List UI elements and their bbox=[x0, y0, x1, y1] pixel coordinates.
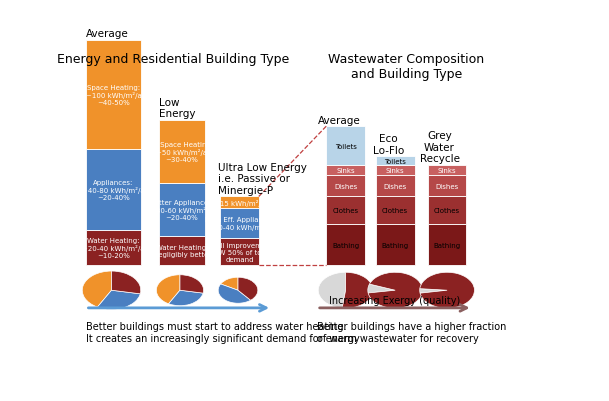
Text: Clothes: Clothes bbox=[434, 208, 460, 213]
Wedge shape bbox=[319, 273, 346, 308]
Bar bbox=[85, 150, 141, 230]
Bar bbox=[376, 197, 415, 224]
Text: Average: Average bbox=[85, 29, 128, 39]
Text: Small improvement
NOW 50% of total
demand: Small improvement NOW 50% of total deman… bbox=[205, 242, 273, 262]
Bar bbox=[428, 175, 466, 197]
Text: Dishes: Dishes bbox=[384, 183, 407, 189]
Text: Average: Average bbox=[318, 115, 361, 125]
Text: Toilets: Toilets bbox=[335, 143, 356, 149]
Text: Clothes: Clothes bbox=[333, 208, 359, 213]
Wedge shape bbox=[157, 275, 180, 304]
Wedge shape bbox=[368, 273, 423, 308]
Text: ½ Space Heating:
~50 kWh/m²/a
~30-40%: ½ Space Heating: ~50 kWh/m²/a ~30-40% bbox=[150, 142, 213, 163]
Text: Energy and Residential Building Type: Energy and Residential Building Type bbox=[57, 53, 289, 66]
Text: Eco
Lo-Flo: Eco Lo-Flo bbox=[373, 134, 404, 155]
Wedge shape bbox=[111, 271, 141, 294]
Wedge shape bbox=[218, 284, 251, 304]
Text: Better buildings must start to address water heating.
It creates an increasingly: Better buildings must start to address w… bbox=[85, 321, 359, 343]
Text: Wastewater Composition
and Building Type: Wastewater Composition and Building Type bbox=[328, 53, 485, 81]
Wedge shape bbox=[368, 284, 395, 293]
Text: Dishes: Dishes bbox=[435, 183, 459, 189]
Bar bbox=[85, 41, 141, 150]
Bar bbox=[376, 224, 415, 266]
Text: Sinks: Sinks bbox=[438, 167, 456, 173]
Wedge shape bbox=[220, 277, 238, 290]
Text: Better Appliances:
~30-60 kWh/m²/a
~20-40%: Better Appliances: ~30-60 kWh/m²/a ~20-4… bbox=[150, 200, 214, 221]
Wedge shape bbox=[238, 277, 258, 300]
Bar bbox=[326, 197, 365, 224]
Wedge shape bbox=[342, 273, 373, 308]
Wedge shape bbox=[97, 290, 140, 310]
Text: Bathing: Bathing bbox=[332, 242, 359, 248]
Text: Water Heating:
~20-40 kWh/m²/a
~10-20%: Water Heating: ~20-40 kWh/m²/a ~10-20% bbox=[82, 237, 145, 259]
Text: Grey
Water
Recycle: Grey Water Recycle bbox=[420, 131, 460, 164]
Bar bbox=[376, 166, 415, 175]
Bar bbox=[428, 197, 466, 224]
Bar bbox=[85, 230, 141, 266]
Text: Low
Energy: Low Energy bbox=[159, 97, 195, 119]
Text: Space Heating:
~100 kWh/m²/a
~40-50%: Space Heating: ~100 kWh/m²/a ~40-50% bbox=[85, 85, 141, 106]
Text: Bathing: Bathing bbox=[434, 242, 460, 248]
Wedge shape bbox=[82, 271, 111, 307]
Text: Increasing Exergy (quality): Increasing Exergy (quality) bbox=[329, 295, 460, 305]
Text: Toilets: Toilets bbox=[384, 158, 406, 164]
Bar bbox=[428, 166, 466, 175]
Bar bbox=[159, 184, 205, 237]
Bar bbox=[326, 127, 365, 166]
Wedge shape bbox=[180, 275, 203, 294]
Text: High Eff. Appliances
~30-40 kWh/m²/a: High Eff. Appliances ~30-40 kWh/m²/a bbox=[205, 216, 274, 231]
Text: ~15 kWh/m²/a: ~15 kWh/m²/a bbox=[214, 199, 265, 206]
Text: Clothes: Clothes bbox=[382, 208, 408, 213]
Bar bbox=[326, 224, 365, 266]
Text: Dishes: Dishes bbox=[334, 183, 357, 189]
Wedge shape bbox=[420, 273, 474, 308]
Text: Water Heating,
Negligibly better: Water Heating, Negligibly better bbox=[153, 245, 211, 257]
Text: Ultra Low Energy
i.e. Passive or
Minergie-P: Ultra Low Energy i.e. Passive or Minergi… bbox=[218, 162, 306, 195]
Bar bbox=[220, 197, 259, 209]
Bar bbox=[376, 175, 415, 197]
Wedge shape bbox=[420, 289, 447, 294]
Bar bbox=[326, 166, 365, 175]
Bar bbox=[159, 121, 205, 184]
Text: Sinks: Sinks bbox=[336, 167, 355, 173]
Bar bbox=[326, 175, 365, 197]
Bar bbox=[376, 157, 415, 166]
Text: Bathing: Bathing bbox=[382, 242, 409, 248]
Bar bbox=[159, 237, 205, 266]
Bar bbox=[220, 238, 259, 266]
Wedge shape bbox=[169, 290, 203, 306]
Text: Appliances:
~40-80 kWh/m²/a
~20-40%: Appliances: ~40-80 kWh/m²/a ~20-40% bbox=[82, 180, 145, 201]
Text: Sinks: Sinks bbox=[386, 167, 404, 173]
Bar bbox=[220, 209, 259, 238]
Bar bbox=[428, 224, 466, 266]
Text: Better buildings have a higher fraction
of warm wastewater for recovery: Better buildings have a higher fraction … bbox=[317, 321, 506, 343]
